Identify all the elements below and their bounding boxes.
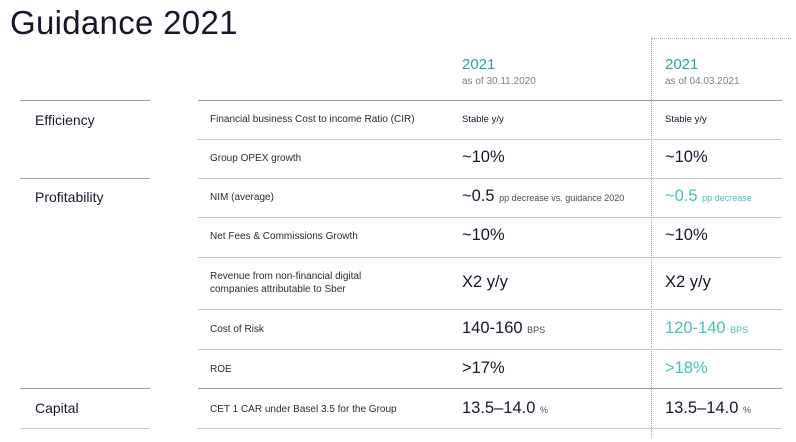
value-number: 13.5–14.0	[665, 399, 739, 417]
guidance-previous-cir: Stable y/y	[462, 114, 504, 125]
guidance-current-cir: Stable y/y	[665, 114, 707, 125]
column-as-of-date: as of 04.03.2021	[665, 76, 740, 87]
value-number: ~0.5	[462, 187, 495, 205]
value-unit: BPS	[527, 325, 546, 335]
value-unit: BPS	[730, 325, 749, 335]
value-unit: pp decrease	[702, 193, 752, 203]
page-title: Guidance 2021	[10, 4, 238, 41]
row-divider	[198, 349, 782, 350]
value-number: 140-160	[462, 319, 523, 337]
metric-label-roe: ROE	[210, 364, 232, 375]
guidance-current-cost-of-risk: 120-140 BPS	[665, 319, 748, 338]
guidance-current-fees: ~10%	[665, 226, 708, 244]
guidance-previous-cost-of-risk: 140-160 BPS	[462, 319, 545, 338]
metric-label-cet1: CET 1 CAR under Basel 3.5 for the Group	[210, 404, 397, 415]
metric-label-nim: NIM (average)	[210, 192, 274, 203]
guidance-previous-nonfinancial-revenue: X2 y/y	[462, 273, 508, 291]
row-divider	[198, 309, 782, 310]
guidance-previous-roe: >17%	[462, 359, 505, 377]
table-bottom-rule	[198, 428, 782, 429]
row-divider	[198, 257, 782, 258]
value-number: 13.5–14.0	[462, 399, 536, 417]
revision-column-divider	[651, 38, 652, 438]
guidance-previous-opex: ~10%	[462, 148, 505, 166]
value-unit: pp decrease vs. guidance 2020	[499, 193, 625, 203]
metric-label-opex: Group OPEX growth	[210, 153, 302, 164]
section-rule	[20, 428, 150, 429]
column-header-current: 2021 as of 04.03.2021	[665, 56, 740, 87]
guidance-current-nonfinancial-revenue: X2 y/y	[665, 273, 711, 291]
value-unit: %	[540, 405, 549, 415]
guidance-current-opex: ~10%	[665, 148, 708, 166]
metric-label-cost-of-risk: Cost of Risk	[210, 324, 264, 335]
row-divider	[198, 178, 782, 179]
category-efficiency: Efficiency	[35, 112, 95, 128]
guidance-current-cet1: 13.5–14.0 %	[665, 399, 751, 418]
value-unit: %	[743, 405, 752, 415]
section-rule	[20, 100, 150, 101]
section-rule	[20, 388, 150, 389]
category-capital: Capital	[35, 400, 79, 416]
value-number: ~0.5	[665, 187, 698, 205]
row-divider	[198, 388, 782, 389]
guidance-current-roe: >18%	[665, 359, 708, 377]
metric-label-cir: Financial business Cost to income Ratio …	[210, 114, 415, 125]
column-year: 2021	[462, 56, 496, 73]
section-rule	[20, 178, 150, 179]
column-year: 2021	[665, 56, 699, 73]
row-divider	[198, 139, 782, 140]
guidance-previous-cet1: 13.5–14.0 %	[462, 399, 548, 418]
metric-label-nonfinancial-revenue: Revenue from non-financial digital compa…	[210, 271, 362, 295]
row-divider	[198, 217, 782, 218]
guidance-previous-fees: ~10%	[462, 226, 505, 244]
value-number: 120-140	[665, 319, 726, 337]
column-header-previous: 2021 as of 30.11.2020	[462, 56, 536, 87]
category-profitability: Profitability	[35, 189, 104, 205]
revision-column-top-border	[651, 38, 791, 39]
guidance-current-nim: ~0.5 pp decrease	[665, 187, 752, 206]
table-top-rule	[198, 100, 782, 101]
column-as-of-date: as of 30.11.2020	[462, 76, 536, 87]
guidance-previous-nim: ~0.5 pp decrease vs. guidance 2020	[462, 187, 624, 206]
metric-label-fees: Net Fees & Commissions Growth	[210, 231, 358, 242]
